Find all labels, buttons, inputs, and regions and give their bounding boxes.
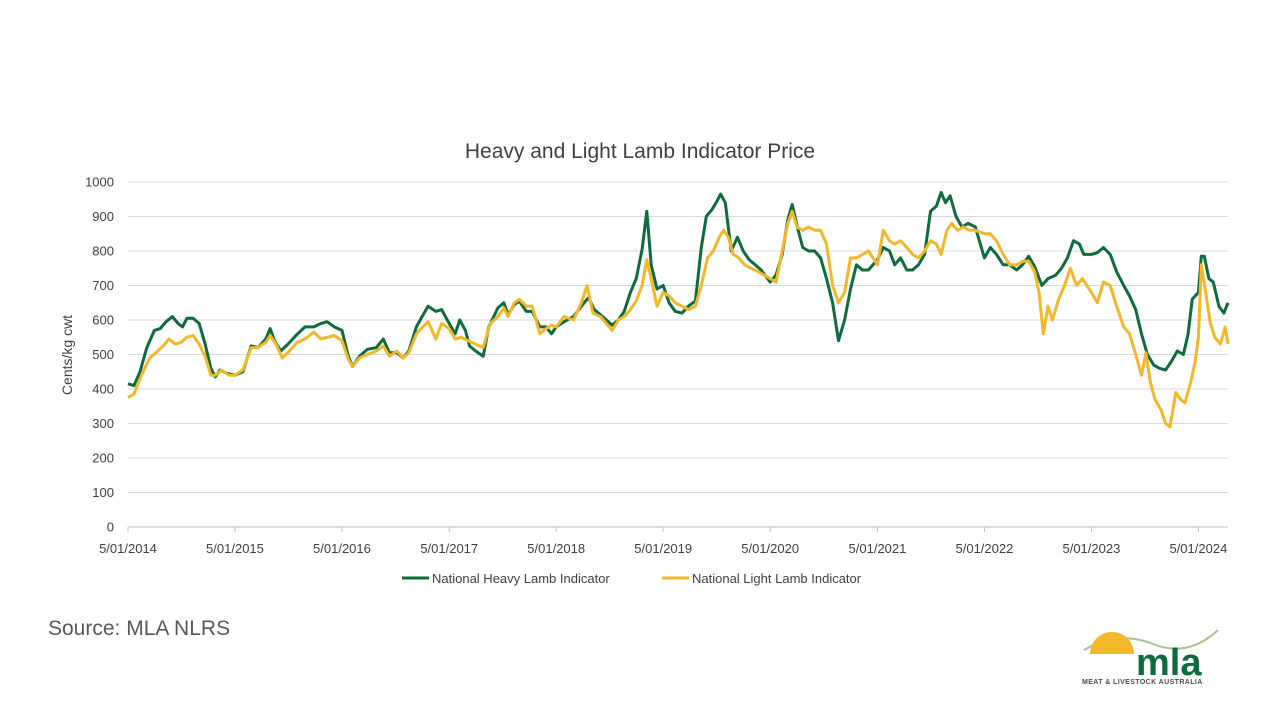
y-tick-label: 0 [107,520,114,535]
y-axis-ticks: 0 100 200 300 400 500 600 700 800 900 1000 [85,175,114,535]
x-tick-label: 5/01/2023 [1062,541,1120,556]
legend-label: National Heavy Lamb Indicator [432,571,610,586]
x-tick-label: 5/01/2019 [634,541,692,556]
y-tick-label: 500 [92,347,114,362]
legend-label: National Light Lamb Indicator [692,571,862,586]
y-tick-label: 100 [92,485,114,500]
y-tick-label: 300 [92,416,114,431]
y-tick-label: 200 [92,451,114,466]
grid-lines [128,181,1228,528]
logo-wordmark: mla [1136,642,1202,684]
x-tick-label: 5/01/2021 [849,541,907,556]
light-lamb-series-line [127,209,1230,429]
logo-sun-icon [1090,632,1134,654]
mla-logo: mla [1083,629,1219,684]
y-tick-label: 700 [92,278,114,293]
logo-tagline: MEAT & LIVESTOCK AUSTRALIA [1082,679,1203,686]
y-tick-label: 900 [92,209,114,224]
source-note: Source: MLA NLRS [48,617,231,640]
x-axis-ticks: 5/01/2014 5/01/2015 5/01/2016 5/01/2017 5/01… [99,527,1227,556]
x-tick-label: 5/01/2015 [206,541,264,556]
y-axis-label: Cents/kg cwt [59,315,75,395]
x-tick-label: 5/01/2014 [99,541,157,556]
x-tick-label: 5/01/2016 [313,541,371,556]
chart-title: Heavy and Light Lamb Indicator Price [465,140,815,163]
x-tick-label: 5/01/2024 [1169,541,1227,556]
y-tick-label: 800 [92,244,114,259]
y-tick-label: 400 [92,382,114,397]
y-tick-label: 600 [92,313,114,328]
x-tick-label: 5/01/2020 [741,541,799,556]
legend: National Heavy Lamb Indicator National Li… [402,571,862,586]
x-tick-label: 5/01/2022 [956,541,1014,556]
x-tick-label: 5/01/2017 [420,541,478,556]
x-tick-label: 5/01/2018 [527,541,585,556]
series-lines [127,190,1230,429]
y-tick-label: 1000 [85,175,114,190]
heavy-lamb-series-line [127,190,1230,388]
